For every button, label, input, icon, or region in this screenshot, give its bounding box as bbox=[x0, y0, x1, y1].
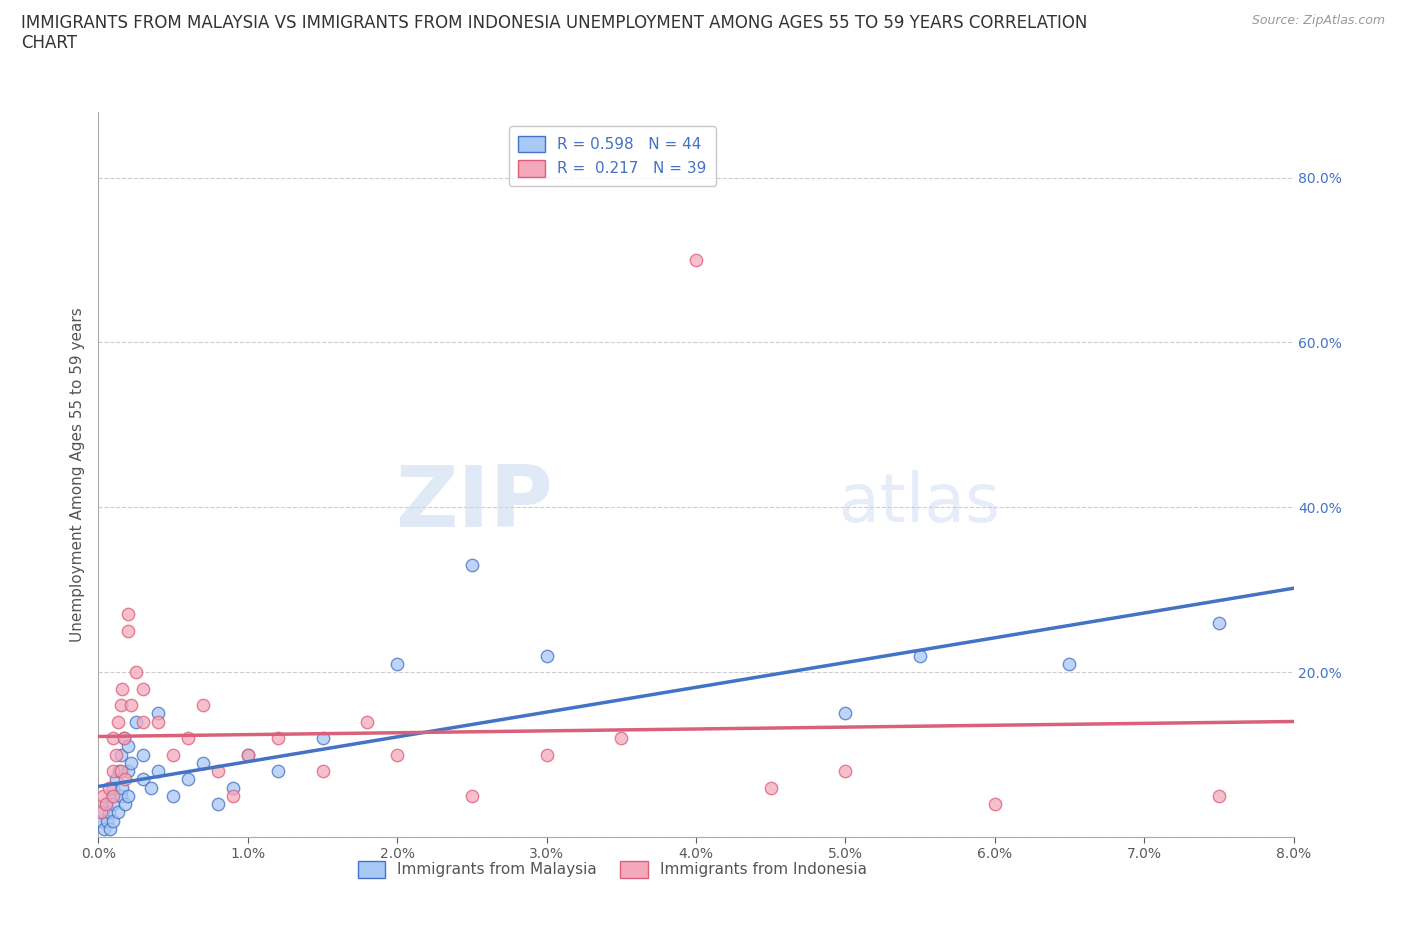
Point bbox=[117, 789, 139, 804]
Point bbox=[536, 648, 558, 663]
Point bbox=[97, 804, 120, 819]
Point bbox=[311, 731, 333, 746]
Point bbox=[984, 797, 1007, 812]
Point bbox=[97, 780, 120, 795]
Point bbox=[110, 764, 132, 778]
Point bbox=[267, 764, 290, 778]
Point bbox=[120, 755, 142, 770]
Point bbox=[461, 789, 484, 804]
Point bbox=[101, 789, 124, 804]
Point bbox=[105, 772, 128, 787]
Point bbox=[90, 813, 112, 828]
Point bbox=[162, 747, 184, 762]
Point bbox=[1208, 616, 1230, 631]
Point bbox=[385, 747, 409, 762]
Point bbox=[908, 648, 931, 663]
Point bbox=[94, 797, 117, 812]
Point bbox=[148, 714, 170, 729]
Y-axis label: Unemployment Among Ages 55 to 59 years: Unemployment Among Ages 55 to 59 years bbox=[70, 307, 86, 642]
Point bbox=[110, 747, 132, 762]
Text: Source: ZipAtlas.com: Source: ZipAtlas.com bbox=[1251, 14, 1385, 27]
Point bbox=[117, 607, 139, 622]
Point bbox=[177, 731, 200, 746]
Point bbox=[132, 772, 155, 787]
Point bbox=[110, 698, 132, 712]
Point bbox=[125, 714, 148, 729]
Point bbox=[148, 764, 170, 778]
Point bbox=[114, 772, 136, 787]
Point bbox=[103, 813, 125, 828]
Point bbox=[177, 772, 200, 787]
Point bbox=[132, 714, 155, 729]
Point bbox=[1059, 657, 1081, 671]
Point bbox=[222, 780, 245, 795]
Point bbox=[759, 780, 782, 795]
Point bbox=[107, 714, 129, 729]
Point bbox=[834, 706, 856, 721]
Point bbox=[90, 804, 112, 819]
Point bbox=[105, 747, 128, 762]
Text: CHART: CHART bbox=[21, 34, 77, 52]
Point bbox=[117, 738, 139, 753]
Point bbox=[107, 804, 129, 819]
Text: ZIP: ZIP bbox=[395, 462, 553, 545]
Point bbox=[222, 789, 245, 804]
Point bbox=[111, 681, 134, 696]
Point bbox=[108, 764, 131, 778]
Point bbox=[111, 780, 134, 795]
Point bbox=[207, 797, 229, 812]
Point bbox=[191, 755, 214, 770]
Point bbox=[536, 747, 558, 762]
Legend: Immigrants from Malaysia, Immigrants from Indonesia: Immigrants from Malaysia, Immigrants fro… bbox=[352, 855, 873, 884]
Point bbox=[834, 764, 856, 778]
Point bbox=[103, 797, 125, 812]
Point bbox=[103, 780, 125, 795]
Point bbox=[356, 714, 378, 729]
Point bbox=[236, 747, 259, 762]
Point bbox=[112, 731, 135, 746]
Point bbox=[132, 681, 155, 696]
Point bbox=[311, 764, 333, 778]
Point bbox=[207, 764, 229, 778]
Point bbox=[91, 804, 114, 819]
Point bbox=[103, 764, 125, 778]
Point bbox=[610, 731, 633, 746]
Point bbox=[148, 706, 170, 721]
Point bbox=[114, 797, 136, 812]
Point bbox=[125, 665, 148, 680]
Point bbox=[685, 253, 707, 268]
Point bbox=[461, 557, 484, 572]
Point bbox=[191, 698, 214, 712]
Point bbox=[132, 747, 155, 762]
Point bbox=[93, 821, 115, 836]
Point bbox=[96, 813, 118, 828]
Text: IMMIGRANTS FROM MALAYSIA VS IMMIGRANTS FROM INDONESIA UNEMPLOYMENT AMONG AGES 55: IMMIGRANTS FROM MALAYSIA VS IMMIGRANTS F… bbox=[21, 14, 1087, 32]
Point bbox=[117, 623, 139, 638]
Point bbox=[139, 780, 162, 795]
Point bbox=[112, 731, 135, 746]
Point bbox=[91, 789, 114, 804]
Point bbox=[120, 698, 142, 712]
Point bbox=[103, 731, 125, 746]
Point bbox=[236, 747, 259, 762]
Point bbox=[94, 797, 117, 812]
Point bbox=[103, 789, 125, 804]
Text: atlas: atlas bbox=[839, 471, 1000, 537]
Point bbox=[162, 789, 184, 804]
Point bbox=[98, 821, 122, 836]
Point bbox=[117, 764, 139, 778]
Point bbox=[267, 731, 290, 746]
Point bbox=[1208, 789, 1230, 804]
Point bbox=[110, 789, 132, 804]
Point bbox=[385, 657, 409, 671]
